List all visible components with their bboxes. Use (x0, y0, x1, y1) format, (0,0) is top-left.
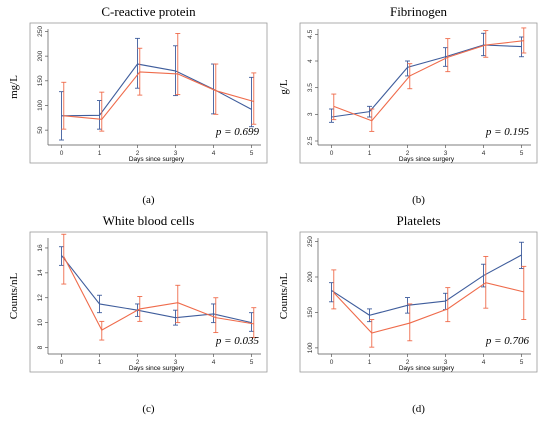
panel-caption: (c) (142, 403, 155, 415)
series-orange (331, 255, 527, 348)
x-tick-label: 3 (174, 359, 178, 366)
x-tick-label: 1 (368, 359, 372, 366)
chart-title: White blood cells (103, 213, 195, 228)
plot-frame (29, 231, 268, 373)
series-line (331, 254, 522, 316)
x-tick-label: 4 (212, 359, 216, 366)
x-tick-label: 0 (330, 150, 334, 157)
plot-frame (299, 231, 538, 373)
series-orange (331, 27, 527, 132)
y-tick-label: 3.5 (307, 83, 314, 92)
x-tick-label: 5 (520, 359, 524, 366)
y-tick-label: 2.5 (307, 136, 314, 145)
chart-panel-b: Fibrinogen g/L 2.5 3 3.5 4 4.5 0 1 2 3 4 5 Days since… (278, 4, 538, 206)
y-axis-label: g/L (278, 79, 290, 95)
x-tick-label: 5 (250, 359, 254, 366)
y-tick-label: 200 (37, 50, 44, 61)
series-blue (59, 246, 254, 332)
x-tick-label: 0 (60, 150, 64, 157)
x-axis-label: Days since surgery (399, 156, 455, 163)
y-tick-label: 150 (307, 307, 314, 318)
x-tick-label: 2 (136, 150, 140, 157)
x-tick-label: 2 (136, 359, 140, 366)
series-line (333, 40, 524, 122)
series-orange (61, 32, 257, 132)
p-value-annotation: p = 0.699 (215, 126, 260, 138)
x-tick-label: 4 (482, 359, 486, 366)
x-tick-label: 3 (444, 150, 448, 157)
series-line (63, 71, 254, 120)
series-line (61, 255, 252, 324)
y-tick-label: 100 (307, 342, 314, 353)
x-tick-label: 4 (482, 150, 486, 157)
y-tick-label: 10 (37, 319, 44, 327)
y-tick-label: 50 (37, 126, 44, 134)
x-tick-label: 2 (406, 150, 410, 157)
x-axis-label: Days since surgery (129, 365, 185, 372)
panel-caption: (b) (412, 194, 425, 206)
chart-panel-a: C-reactive protein mg/L 50 100 150 200 250 0 1 2 3… (8, 4, 268, 206)
series-orange (61, 233, 257, 341)
series-line (63, 256, 254, 331)
y-tick-label: 150 (37, 75, 44, 86)
x-tick-label: 3 (444, 359, 448, 366)
chart-title: Fibrinogen (390, 4, 448, 19)
x-tick-label: 5 (520, 150, 524, 157)
chart-title: C-reactive protein (101, 4, 196, 19)
x-tick-label: 5 (250, 150, 254, 157)
series-line (61, 63, 252, 117)
series-line (333, 282, 524, 334)
y-tick-label: 8 (37, 345, 44, 349)
y-tick-label: 14 (37, 269, 44, 277)
plot-frame (299, 22, 538, 164)
p-value-annotation: p = 0.195 (485, 126, 530, 138)
y-axis-label: mg/L (8, 75, 20, 99)
y-tick-label: 200 (307, 271, 314, 282)
x-axis-label: Days since surgery (129, 156, 185, 163)
y-tick-label: 250 (37, 26, 44, 37)
x-tick-label: 2 (406, 359, 410, 366)
p-value-annotation: p = 0.035 (215, 335, 260, 347)
p-value-annotation: p = 0.706 (485, 335, 530, 347)
chart-panel-d: Platelets Counts/nL 100 150 200 250 0 1 2 3 4 5 Days… (278, 213, 538, 415)
x-tick-label: 1 (98, 150, 102, 157)
x-tick-label: 1 (98, 359, 102, 366)
x-tick-label: 1 (368, 150, 372, 157)
series-blue (329, 241, 524, 323)
y-axis-label: Counts/nL (278, 272, 290, 319)
series-blue (59, 37, 254, 141)
x-tick-label: 0 (60, 359, 64, 366)
y-axis-label: Counts/nL (8, 272, 20, 319)
y-tick-label: 4.5 (307, 29, 314, 38)
y-tick-label: 3 (307, 112, 314, 116)
x-tick-label: 4 (212, 150, 216, 157)
y-tick-label: 100 (37, 100, 44, 111)
x-tick-label: 3 (174, 150, 178, 157)
y-tick-label: 12 (37, 294, 44, 302)
y-tick-label: 16 (37, 244, 44, 252)
series-line (331, 44, 522, 118)
chart-title: Platelets (396, 213, 440, 228)
x-axis-label: Days since surgery (399, 365, 455, 372)
panel-caption: (a) (142, 194, 155, 206)
plot-frame (29, 22, 268, 164)
y-tick-label: 4 (307, 59, 314, 63)
y-tick-label: 250 (307, 236, 314, 247)
panel-caption: (d) (412, 403, 425, 415)
x-tick-label: 0 (330, 359, 334, 366)
